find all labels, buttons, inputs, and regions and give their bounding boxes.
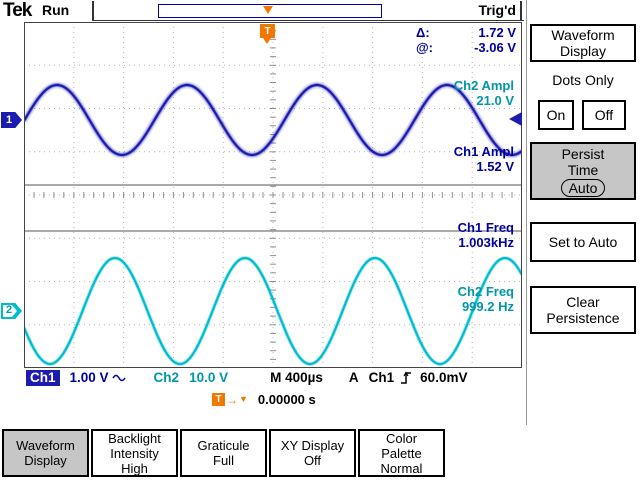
ch2-position-marker[interactable]: 2 [1,303,22,319]
scope-display: Δ: 1.72 V @: -3.06 V Ch2 Ampl 21.0 V Ch1… [24,22,522,368]
menu-item-line: High [121,460,148,476]
trigger-t-icon: T [212,393,225,406]
clear-persistence-line: Persistence [546,310,620,326]
clear-persistence-button[interactable]: Clear Persistence [530,286,636,334]
measurement-value: 21.0 V [476,93,514,108]
cursor-readout: Δ: 1.72 V @: -3.06 V [416,25,516,55]
trigger-flag-tip-icon [263,38,271,44]
menu-item-line: Intensity [110,445,159,461]
trigger-position-marker-icon [263,6,273,14]
bottom-menu-graticule[interactable]: Graticule Full [180,429,267,477]
acquisition-status: Run [42,2,70,18]
persist-label-line: Time [567,161,599,178]
clear-persistence-line: Clear [566,294,600,310]
tek-logo: Tek [3,0,32,21]
dots-on-button[interactable]: On [538,100,574,130]
measurement-value: 999.2 Hz [461,299,514,314]
bottom-menu-waveform-display[interactable]: Waveform Display [2,429,89,477]
measurement-value: 1.52 V [476,159,514,174]
bottom-menu-xy-display[interactable]: XY Display Off [269,429,356,477]
set-to-auto-button[interactable]: Set to Auto [530,222,636,262]
graticule-and-waveforms [24,22,522,368]
dots-off-label: Off [594,107,614,123]
channel-status-bar: Ch1 1.00 V Ch2 10.0 V M 400µs A Ch1 60.0… [26,369,467,386]
topbar-divider [92,1,94,20]
menu-item-line: Waveform [16,438,75,453]
menu-item-line: Full [213,453,234,468]
menu-item-line: XY Display [280,438,345,453]
trigger-time-readout: T → ▼ 0.00000 s [212,392,316,407]
measurement-ch1-freq: Ch1 Freq 1.003kHz [422,220,514,250]
side-menu-title: Waveform Display [530,24,636,62]
cursor-at-row: @: -3.06 V [416,40,516,55]
menu-item-line: Color [385,430,418,446]
ch2-marker-fill [3,305,17,317]
side-menu-title-line: Display [560,43,606,59]
set-to-auto-label: Set to Auto [548,234,618,250]
cursor-delta-row: Δ: 1.72 V [416,25,516,40]
trigger-level-readout: 60.0mV [420,370,468,385]
menu-item-line: Backlight [108,430,161,446]
measurement-label: Ch1 Ampl [453,144,514,159]
trigger-mode: A [348,370,359,385]
ch2-marker-label: 2 [6,304,13,316]
topbar-underline [92,20,524,21]
measurement-ch2-ampl: Ch2 Ampl 21.0 V [422,78,514,108]
cursor-at-label: @: [416,40,434,55]
trigger-time-value: 0.00000 s [257,392,316,407]
menu-item-line: Off [303,453,322,468]
menu-item-line: Palette [381,445,422,461]
bottom-menu-color-palette[interactable]: Color Palette Normal [358,429,445,477]
measurement-ch1-ampl: Ch1 Ampl 1.52 V [422,144,514,174]
ch1-scale: 1.00 V [69,370,109,385]
ch1-badge: Ch1 [26,369,60,386]
trigger-t-label: T [264,25,271,37]
arrow-down-icon: ▼ [239,394,248,404]
ch2-scale: 10.0 V [189,370,229,385]
cursor-delta-label: Δ: [416,25,430,40]
arrow-right-icon: → [226,392,238,407]
trigger-position-flag[interactable]: T [260,24,275,38]
timebase-readout: M 400µs [270,370,323,385]
measurement-value: 1.003kHz [458,235,514,250]
ch2-label: Ch2 [153,370,180,385]
side-menu-title-line: Waveform [551,27,615,43]
menu-item-line: Graticule [197,438,250,453]
dots-on-label: On [546,107,566,123]
cursor-delta-value: 1.72 V [478,25,516,40]
persist-value-pill: Auto [560,178,606,197]
persist-label-line: Persist [561,145,605,162]
trigger-source: Ch1 [368,370,395,385]
bottom-menu-backlight-intensity[interactable]: Backlight Intensity High [91,429,178,477]
measurement-label: Ch2 Ampl [453,78,514,93]
dots-off-button[interactable]: Off [582,100,626,130]
bottom-menu: Waveform Display Backlight Intensity Hig… [2,429,445,477]
record-view-bar [158,4,382,18]
persist-time-button[interactable]: Persist Time Auto [530,142,636,200]
ac-coupling-icon [111,374,126,381]
trigger-status: Trig'd [478,2,516,18]
menu-separator [526,0,527,425]
ch1-marker-label: 1 [6,114,13,126]
measurement-label: Ch2 Freq [457,284,514,299]
ch1-position-marker[interactable]: 1 [1,112,22,128]
measurement-label: Ch1 Freq [457,220,514,235]
cursor-at-value: -3.06 V [474,40,516,55]
menu-item-line: Normal [380,460,423,476]
rising-edge-icon [401,370,412,384]
measurement-ch2-freq: Ch2 Freq 999.2 Hz [422,284,514,314]
menu-item-line: Display [24,453,67,468]
topbar-divider-right [520,1,522,20]
dots-only-label: Dots Only [552,72,614,88]
